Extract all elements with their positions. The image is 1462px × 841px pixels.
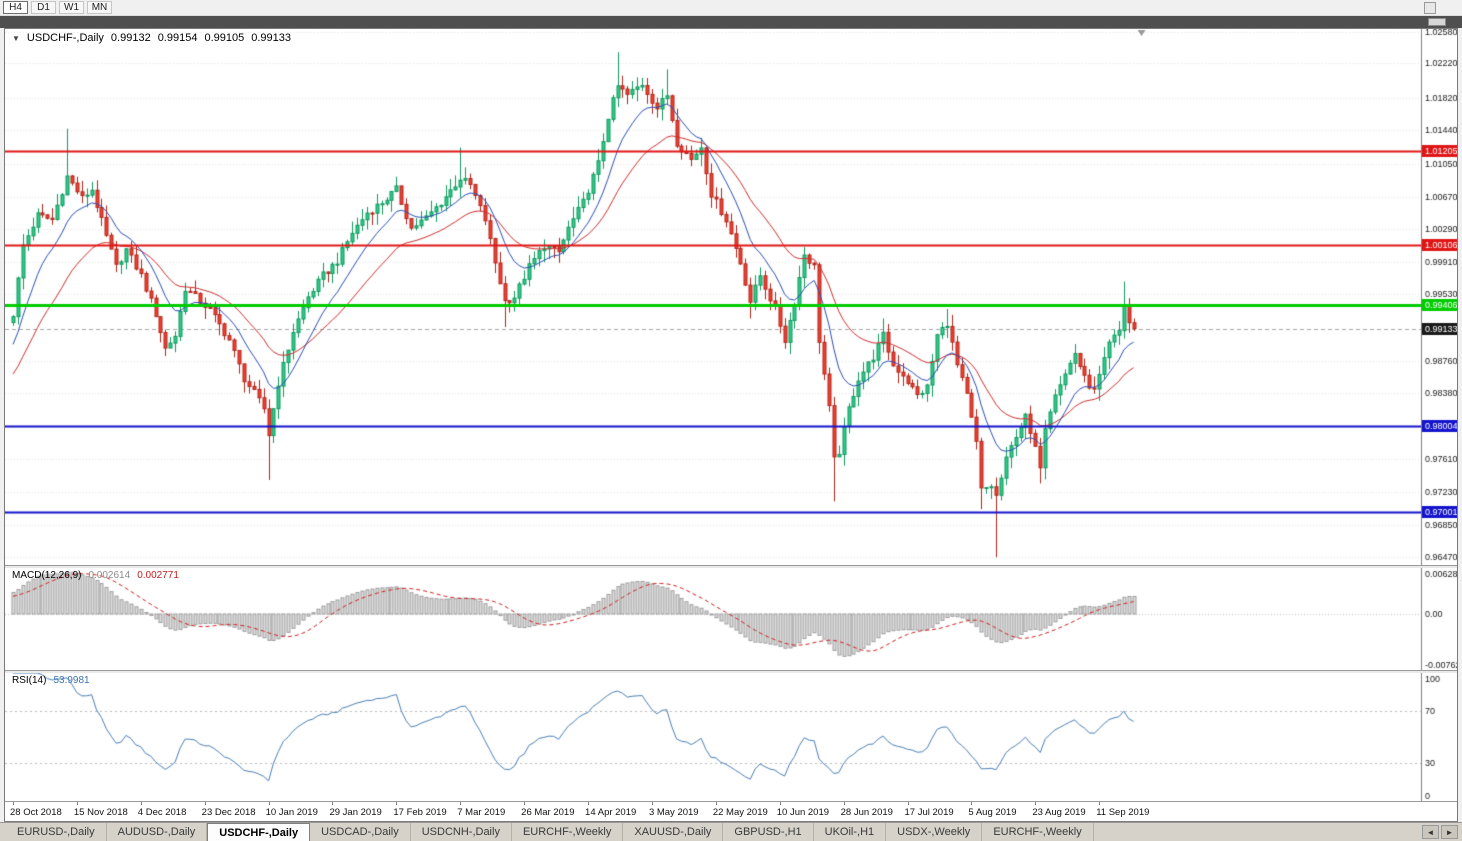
chart-tab-audusd-daily[interactable]: AUDUSD-,Daily: [107, 823, 208, 841]
toolbar-right-button[interactable]: [1424, 2, 1436, 14]
chart-tab-usdchf-daily[interactable]: USDCHF-,Daily: [207, 823, 311, 841]
date-tick: [588, 802, 590, 805]
panel-splitter[interactable]: [5, 670, 1457, 673]
date-tick: [332, 802, 334, 805]
date-label: 3 May 2019: [648, 807, 699, 818]
toolbar-handle[interactable]: [1428, 18, 1446, 26]
timeframe-button-w1[interactable]: W1: [59, 1, 84, 14]
main-chart-canvas[interactable]: [5, 29, 1457, 565]
chart-tab-eurchf-weekly[interactable]: EURCHF-,Weekly: [512, 823, 624, 841]
date-label: 22 May 2019: [712, 807, 768, 818]
chart-tab-bar: EURUSD-,Daily AUDUSD-,Daily USDCHF-,Daily U…: [0, 822, 1462, 841]
date-label: 23 Dec 2018: [201, 807, 256, 818]
date-label: 28 Oct 2018: [10, 807, 62, 818]
timeframe-button-mn[interactable]: MN: [87, 1, 112, 14]
date-label: 17 Feb 2019: [393, 807, 447, 818]
rsi-canvas[interactable]: [5, 673, 1457, 801]
symbol-dropdown-icon[interactable]: ▼: [12, 33, 20, 43]
chart-tab-ukoil-h1[interactable]: UKOil-,H1: [814, 823, 887, 841]
date-tick: [13, 802, 14, 805]
macd-canvas[interactable]: [5, 568, 1457, 670]
date-tick: [396, 802, 398, 805]
date-label: 5 Aug 2019: [968, 807, 1017, 818]
chart-tab-gbpusd-h1[interactable]: GBPUSD-,H1: [723, 823, 814, 841]
date-label: 15 Nov 2018: [73, 807, 128, 818]
chart-tab-xauusd-daily[interactable]: XAUUSD-,Daily: [623, 823, 724, 841]
chart-tab-eurusd-daily[interactable]: EURUSD-,Daily: [6, 823, 107, 841]
chart-tabs: EURUSD-,Daily AUDUSD-,Daily USDCHF-,Daily U…: [0, 823, 1094, 841]
date-label: 10 Jun 2019: [776, 807, 830, 818]
timeframe-toolbar: H4 D1 W1 MN: [0, 0, 1462, 16]
date-label: 17 Jul 2019: [904, 807, 954, 818]
date-tick: [140, 802, 142, 805]
timeframe-buttons: H4 D1 W1 MN: [3, 1, 112, 14]
date-label: 10 Jan 2019: [265, 807, 318, 818]
date-tick: [1035, 802, 1037, 805]
date-label: 7 Mar 2019: [457, 807, 506, 818]
date-tick: [907, 802, 909, 805]
tab-scroll-left-icon[interactable]: ◄: [1422, 825, 1439, 839]
chart-tab-eurchf-weekly[interactable]: EURCHF-,Weekly: [982, 823, 1094, 841]
tab-scroll-arrows: ◄ ►: [1422, 823, 1462, 841]
date-label: 23 Aug 2019: [1032, 807, 1086, 818]
date-axis: 28 Oct 2018 15 Nov 2018 4 Dec 2018 23 Dec 2…: [5, 801, 1457, 821]
date-label: 28 Jun 2019: [840, 807, 893, 818]
docked-toolbar-strip: [0, 16, 1462, 28]
macd-panel: MACD(12,26,9) 0.002614 0.002771: [5, 568, 1457, 670]
date-tick: [715, 802, 717, 805]
panel-splitter[interactable]: [5, 565, 1457, 568]
date-tick: [268, 802, 270, 805]
date-label: 26 Mar 2019: [521, 807, 575, 818]
date-tick: [843, 802, 845, 805]
timeframe-button-d1[interactable]: D1: [31, 1, 56, 14]
timeframe-button-h4[interactable]: H4: [3, 1, 28, 14]
date-tick: [651, 802, 653, 805]
date-label: 4 Dec 2018: [137, 807, 187, 818]
chart-tab-usdx-weekly[interactable]: USDX-,Weekly: [886, 823, 983, 841]
date-label: 11 Sep 2019: [1096, 807, 1150, 818]
date-tick: [76, 802, 78, 805]
date-tick: [460, 802, 462, 805]
date-label: 14 Apr 2019: [585, 807, 637, 818]
date-tick: [779, 802, 781, 805]
date-tick: [204, 802, 206, 805]
date-tick: [1099, 802, 1101, 805]
rsi-panel: RSI(14) 53.9981: [5, 673, 1457, 801]
date-label: 29 Jan 2019: [329, 807, 382, 818]
date-tick: [524, 802, 526, 805]
chart-tab-usdcad-daily[interactable]: USDCAD-,Daily: [310, 823, 411, 841]
tab-scroll-right-icon[interactable]: ►: [1441, 825, 1458, 839]
chart-tab-usdcnh-daily[interactable]: USDCNH-,Daily: [411, 823, 512, 841]
chart-window: ▼ USDCHF-,Daily 0.99132 0.99154 0.99105 …: [4, 28, 1458, 822]
price-panel: ▼ USDCHF-,Daily 0.99132 0.99154 0.99105 …: [5, 29, 1457, 565]
date-tick: [971, 802, 973, 805]
